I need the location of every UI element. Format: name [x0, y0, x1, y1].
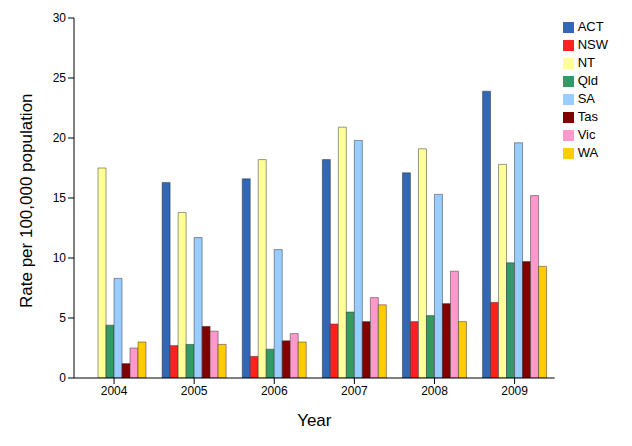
html-text:Vic: Vic: [577, 127, 596, 142]
svg-text:2009: 2009: [501, 384, 528, 398]
svg-text:Rate per 100,000 population: Rate per 100,000 population: [17, 93, 36, 308]
html-text:SA: SA: [577, 91, 595, 106]
svg-text:2007: 2007: [341, 384, 368, 398]
svg-text:2006: 2006: [261, 384, 288, 398]
html-text:WA: WA: [577, 145, 599, 160]
svg-text:25: 25: [53, 71, 67, 85]
svg-text:2008: 2008: [421, 384, 448, 398]
svg-text:0: 0: [59, 371, 66, 385]
svg-text:Year: Year: [297, 411, 332, 430]
svg-text:5: 5: [59, 311, 66, 325]
svg-text:30: 30: [53, 11, 67, 25]
svg-text:10: 10: [53, 251, 67, 265]
svg-text:2005: 2005: [181, 384, 208, 398]
html-text:NSW: NSW: [577, 37, 608, 52]
svg-text:15: 15: [53, 191, 67, 205]
svg-text:20: 20: [53, 131, 67, 145]
html-text:Qld: Qld: [577, 73, 598, 88]
html-text:NT: NT: [577, 55, 595, 70]
svg-text:2004: 2004: [101, 384, 128, 398]
html-text:Tas: Tas: [577, 109, 598, 124]
html-text:ACT: ACT: [577, 19, 604, 34]
